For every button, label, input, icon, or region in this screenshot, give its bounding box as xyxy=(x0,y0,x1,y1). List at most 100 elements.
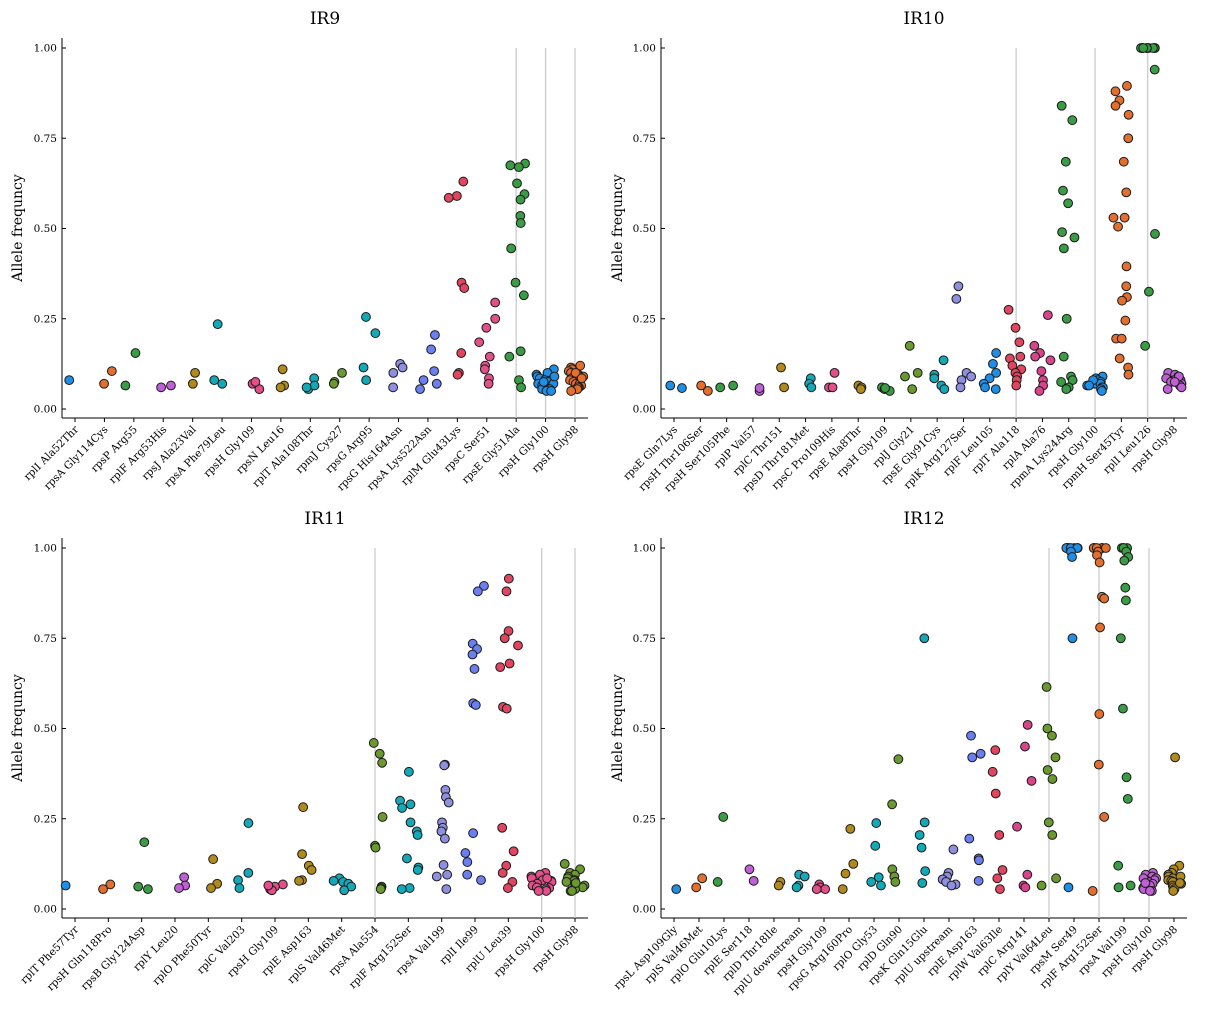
data-point xyxy=(412,830,423,840)
data-point xyxy=(1150,229,1160,239)
data-point xyxy=(397,803,407,813)
data-point xyxy=(1020,741,1030,752)
data-point xyxy=(929,373,940,384)
data-point xyxy=(748,875,759,886)
data-point xyxy=(1096,386,1107,396)
data-point xyxy=(1119,212,1130,223)
data-point xyxy=(1123,133,1134,144)
data-point xyxy=(728,380,739,391)
data-point xyxy=(429,366,440,376)
data-point xyxy=(328,378,339,389)
data-point xyxy=(1121,281,1132,292)
series-rpse-gln7lys xyxy=(665,380,687,393)
data-point xyxy=(1010,322,1021,333)
panel-title: IR9 xyxy=(310,9,340,29)
y-tick-label: 0.50 xyxy=(34,223,57,235)
data-point xyxy=(120,380,131,391)
data-point xyxy=(217,378,228,389)
data-point xyxy=(988,358,998,369)
data-point xyxy=(468,828,479,839)
series-rplc-arg141 xyxy=(1012,719,1037,893)
data-point xyxy=(973,875,984,886)
data-point xyxy=(474,337,485,348)
data-point xyxy=(559,858,570,869)
data-point xyxy=(1122,793,1133,804)
series-rplc-thr151 xyxy=(776,362,789,393)
data-point xyxy=(470,700,481,710)
data-point xyxy=(1061,313,1072,324)
series-rpsn-leu16 xyxy=(275,364,290,393)
data-point xyxy=(1063,882,1074,893)
series-rpsa-val199 xyxy=(1113,543,1136,893)
data-point xyxy=(567,886,577,896)
data-point xyxy=(1042,723,1053,734)
data-point xyxy=(190,368,200,378)
data-point xyxy=(718,812,729,822)
y-tick-label: 0.25 xyxy=(633,313,656,325)
data-point xyxy=(576,373,587,384)
data-point xyxy=(712,877,723,887)
data-point xyxy=(1036,880,1047,891)
y-tick-label: 0.75 xyxy=(633,133,656,145)
series-rpsa-phe79leu xyxy=(209,319,228,389)
data-point xyxy=(518,290,529,301)
data-point xyxy=(479,581,489,591)
data-point xyxy=(866,877,877,887)
data-point xyxy=(1022,719,1033,730)
data-point xyxy=(951,293,962,304)
data-point xyxy=(377,812,388,822)
data-point xyxy=(301,382,312,393)
series-rplc-val203 xyxy=(233,818,254,893)
data-point xyxy=(1067,115,1078,126)
data-point xyxy=(506,243,517,254)
y-tick-label: 0.75 xyxy=(34,633,57,645)
series-rplm-glu43lys xyxy=(443,176,470,380)
data-point xyxy=(166,380,176,391)
data-point xyxy=(441,884,452,895)
data-point xyxy=(697,873,708,884)
data-point xyxy=(1057,227,1067,238)
data-point xyxy=(820,884,831,895)
data-point xyxy=(837,884,848,895)
data-point xyxy=(1168,886,1179,896)
data-point xyxy=(443,192,454,203)
data-point xyxy=(368,738,379,748)
series-rpsj-ala23val xyxy=(187,368,200,389)
data-point xyxy=(893,754,904,765)
x-tick-label: rplO Phe50Tyr xyxy=(151,923,216,988)
series-rpsh-gly109 xyxy=(811,879,831,895)
series-rpsg-arg160pro xyxy=(837,823,859,895)
data-point xyxy=(250,377,261,387)
data-point xyxy=(397,362,408,373)
y-tick-label: 1.00 xyxy=(34,543,57,555)
data-point xyxy=(516,382,526,393)
series-rple-asp163 xyxy=(964,730,986,886)
data-point xyxy=(1003,304,1014,315)
series-rplj-gly21 xyxy=(900,340,923,395)
series-rpsa-lys522asn xyxy=(415,330,442,395)
data-point xyxy=(702,386,713,396)
series-rpli-ile99 xyxy=(460,581,489,886)
data-point xyxy=(1020,882,1031,893)
data-point xyxy=(130,348,141,358)
data-point xyxy=(542,873,552,884)
data-point xyxy=(938,355,949,366)
data-point xyxy=(402,853,412,864)
data-point xyxy=(966,371,977,382)
data-point xyxy=(987,766,998,777)
data-point xyxy=(964,833,975,844)
series-rpma-lys24arg xyxy=(1056,100,1080,395)
data-point xyxy=(179,872,190,883)
data-point xyxy=(1125,880,1136,891)
data-point xyxy=(1060,156,1071,167)
data-point xyxy=(1026,775,1037,786)
series-rpsp-arg55 xyxy=(120,348,141,391)
y-axis-label: Allele frequncy xyxy=(10,674,26,783)
data-point xyxy=(515,218,526,228)
data-point xyxy=(829,368,840,378)
data-point xyxy=(1058,351,1069,362)
data-point xyxy=(1140,340,1151,351)
data-point xyxy=(456,348,467,358)
data-point xyxy=(467,649,478,660)
